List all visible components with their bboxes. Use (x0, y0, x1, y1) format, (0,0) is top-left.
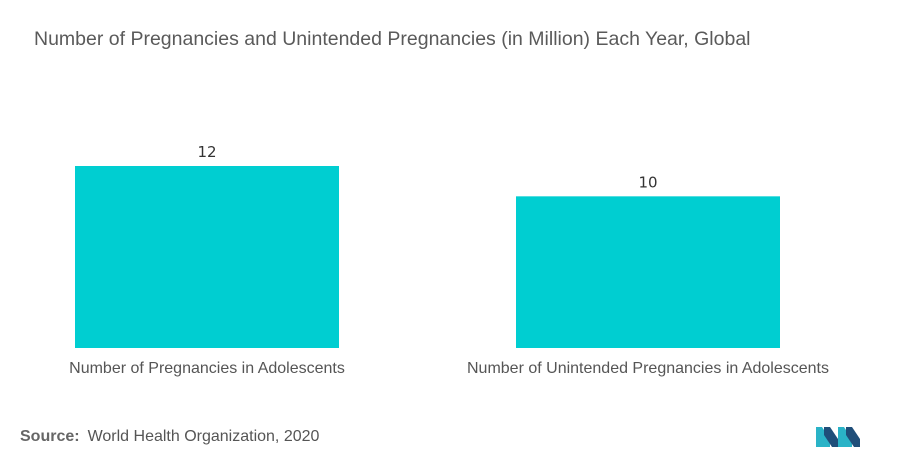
category-label-2: Number of Unintended Pregnancies in Adol… (467, 360, 829, 377)
chart-title: Number of Pregnancies and Unintended Pre… (34, 28, 751, 50)
source-label: Source: (20, 428, 80, 445)
source-note: Source: World Health Organization, 2020 (20, 428, 319, 446)
data-label-2: 10 (638, 173, 657, 191)
data-label-1: 12 (197, 143, 216, 161)
source-text: World Health Organization, 2020 (87, 428, 320, 445)
bar-1 (75, 166, 339, 348)
brand-logo-icon (816, 427, 860, 447)
category-label-1: Number of Pregnancies in Adolescents (69, 360, 345, 377)
bar-2 (516, 196, 780, 348)
